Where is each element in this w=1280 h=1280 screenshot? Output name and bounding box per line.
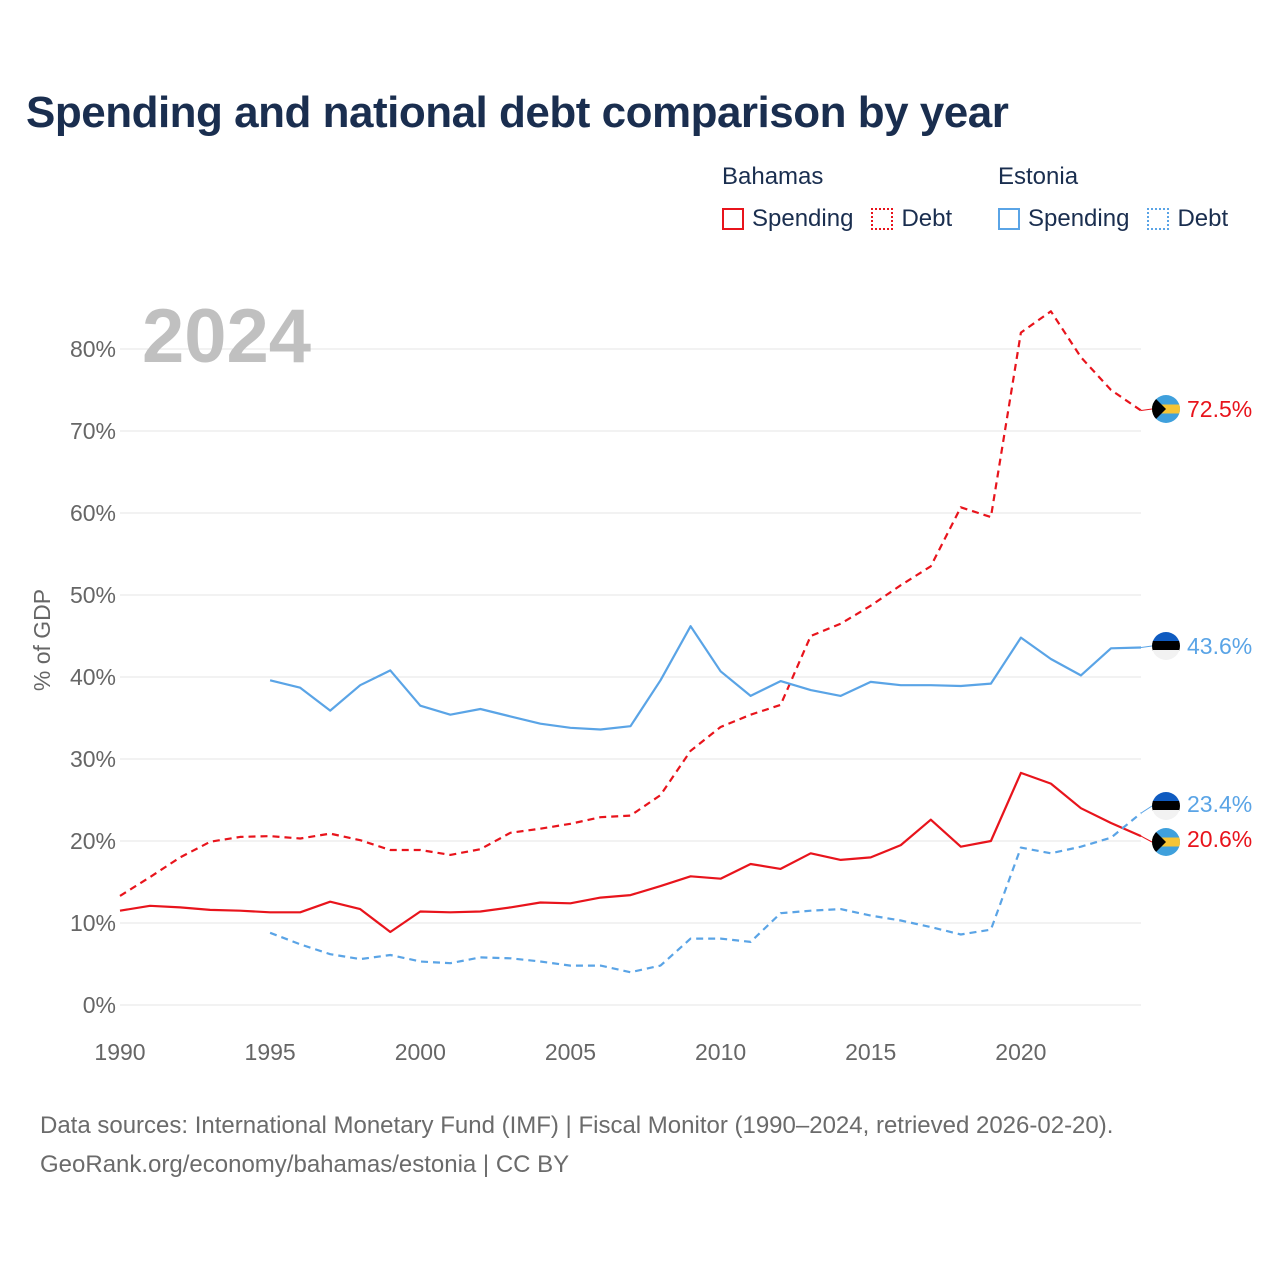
- bahamas-flag-icon: [1152, 828, 1180, 856]
- x-tick-label: 2000: [395, 1039, 446, 1065]
- end-label-estonia-spending: 43.6%: [1187, 633, 1252, 659]
- y-axis-label: % of GDP: [29, 589, 55, 691]
- y-tick-label: 40%: [70, 664, 116, 690]
- legend-item-estonia-spending[interactable]: Spending: [998, 205, 1129, 233]
- legend-group-name: Bahamas: [722, 163, 824, 190]
- source-line: Data sources: International Monetary Fun…: [40, 1112, 1114, 1139]
- y-tick-label: 20%: [70, 828, 116, 854]
- end-connector: [1140, 805, 1153, 814]
- year-watermark: 2024: [142, 294, 311, 379]
- y-tick-label: 10%: [70, 910, 116, 936]
- chart-title: Spending and national debt comparison by…: [26, 88, 1009, 137]
- estonia-flag-icon: [1152, 792, 1180, 820]
- series-line-estonia-debt[interactable]: [269, 812, 1142, 974]
- end-connector: [1140, 645, 1153, 648]
- end-label-bahamas-debt: 72.5%: [1187, 396, 1252, 422]
- series-line-bahamas-spending[interactable]: [119, 771, 1142, 934]
- bahamas-flag-icon: [1152, 395, 1180, 423]
- solid-swatch-icon: [998, 208, 1020, 230]
- legend-item-bahamas-spending[interactable]: Spending: [722, 205, 853, 233]
- legend-group-bahamas: Bahamas Spending Debt: [722, 163, 970, 233]
- attribution-line[interactable]: GeoRank.org/economy/bahamas/estonia | CC…: [40, 1151, 570, 1178]
- legend-item-estonia-debt[interactable]: Debt: [1147, 205, 1228, 233]
- y-tick-label: 30%: [70, 746, 116, 772]
- y-tick-label: 60%: [70, 500, 116, 526]
- dotted-swatch-icon: [871, 208, 894, 230]
- end-label-bahamas-spending: 20.6%: [1187, 826, 1252, 852]
- legend-group-name: Estonia: [998, 163, 1079, 190]
- end-label-estonia-debt: 23.4%: [1187, 791, 1252, 817]
- x-tick-label: 2005: [545, 1039, 596, 1065]
- end-connector: [1140, 408, 1153, 411]
- solid-swatch-icon: [722, 208, 744, 230]
- x-tick-label: 2010: [695, 1039, 746, 1065]
- series-line-bahamas-debt[interactable]: [119, 310, 1142, 897]
- x-tick-label: 2020: [995, 1039, 1046, 1065]
- legend-group-estonia: Estonia Spending Debt: [998, 163, 1228, 233]
- y-tick-label: 70%: [70, 418, 116, 444]
- x-tick-label: 1995: [245, 1039, 296, 1065]
- y-tick-label: 80%: [70, 336, 116, 362]
- legend-item-bahamas-debt[interactable]: Debt: [871, 205, 952, 233]
- x-tick-label: 2015: [845, 1039, 896, 1065]
- end-connector: [1140, 835, 1153, 843]
- estonia-flag-icon: [1152, 632, 1180, 660]
- y-tick-label: 0%: [83, 992, 116, 1018]
- data-source-note: Data sources: International Monetary Fun…: [40, 1106, 1113, 1184]
- dotted-swatch-icon: [1147, 208, 1170, 230]
- y-tick-label: 50%: [70, 582, 116, 608]
- x-tick-label: 1990: [94, 1039, 145, 1065]
- series-line-estonia-spending[interactable]: [269, 625, 1142, 731]
